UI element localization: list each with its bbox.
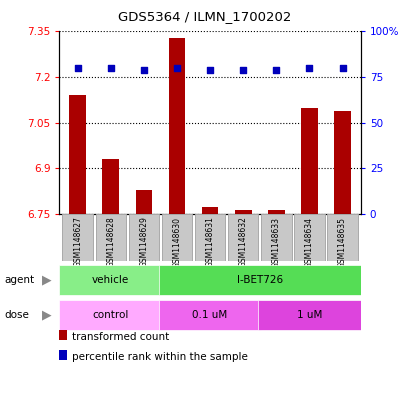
Bar: [258, 300, 360, 331]
Point: [107, 65, 114, 71]
Bar: [267, 209, 284, 214]
Bar: [59, 265, 162, 295]
Text: agent: agent: [4, 275, 34, 285]
Text: GSM1148632: GSM1148632: [238, 217, 247, 267]
Text: GSM1148627: GSM1148627: [73, 217, 82, 267]
Text: transformed count: transformed count: [72, 332, 169, 342]
Text: dose: dose: [4, 310, 29, 320]
Bar: [294, 214, 324, 261]
Point: [140, 67, 147, 73]
Bar: [261, 214, 291, 261]
Text: ▶: ▶: [42, 309, 52, 322]
Point: [239, 67, 246, 73]
Bar: [227, 214, 258, 261]
Text: GSM1148635: GSM1148635: [337, 217, 346, 268]
Bar: [169, 37, 185, 214]
Bar: [158, 265, 360, 295]
Bar: [62, 214, 93, 261]
Text: GSM1148633: GSM1148633: [271, 217, 280, 268]
Bar: [333, 110, 350, 214]
Bar: [128, 214, 159, 261]
Text: GDS5364 / ILMN_1700202: GDS5364 / ILMN_1700202: [118, 10, 291, 23]
Bar: [201, 207, 218, 214]
Text: GSM1148634: GSM1148634: [304, 217, 313, 268]
Point: [306, 65, 312, 71]
Text: vehicle: vehicle: [92, 275, 129, 285]
Bar: [95, 214, 126, 261]
Bar: [158, 300, 261, 331]
Text: ▶: ▶: [42, 273, 52, 286]
Text: control: control: [92, 310, 129, 320]
Point: [207, 67, 213, 73]
Text: GSM1148628: GSM1148628: [106, 217, 115, 267]
Point: [272, 67, 279, 73]
Bar: [59, 300, 162, 331]
Point: [74, 65, 81, 71]
Text: GSM1148629: GSM1148629: [139, 217, 148, 267]
Bar: [326, 214, 357, 261]
Bar: [69, 95, 86, 214]
Text: I-BET726: I-BET726: [236, 275, 282, 285]
Bar: [162, 214, 192, 261]
Text: percentile rank within the sample: percentile rank within the sample: [72, 352, 247, 362]
Text: 0.1 uM: 0.1 uM: [192, 310, 227, 320]
Bar: [234, 209, 251, 214]
Text: GSM1148630: GSM1148630: [172, 217, 181, 268]
Text: GSM1148631: GSM1148631: [205, 217, 214, 267]
Bar: [102, 160, 119, 214]
Point: [339, 65, 345, 71]
Text: 1 uM: 1 uM: [296, 310, 321, 320]
Bar: [301, 108, 317, 214]
Bar: [194, 214, 225, 261]
Point: [173, 65, 180, 71]
Bar: [135, 190, 152, 214]
